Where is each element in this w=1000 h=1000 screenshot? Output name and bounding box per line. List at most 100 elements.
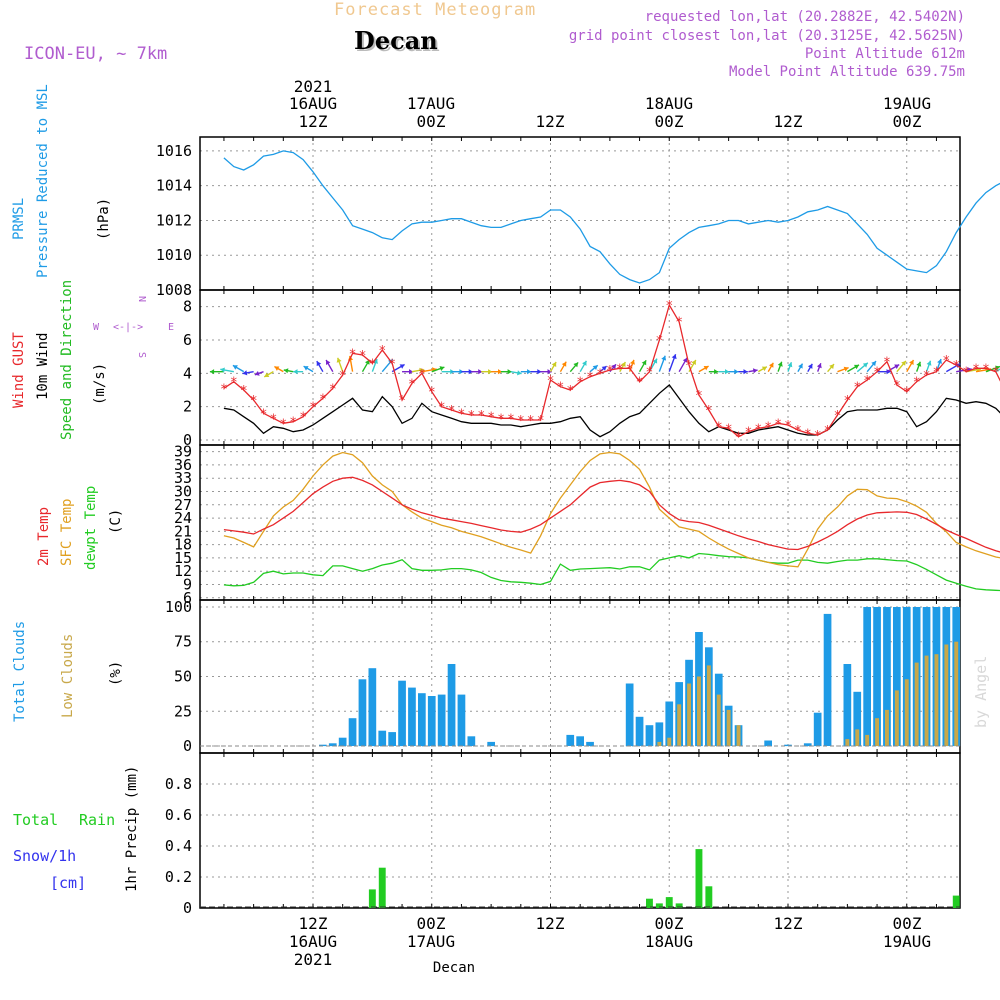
footer-label: Decan [433,960,475,976]
rain-bar [695,849,703,908]
gridpoint-coords: grid point closest lon,lat (20.3125E, 42… [568,28,965,44]
wind-dir-arrowhead [652,358,658,364]
low-cloud-bar [934,654,939,746]
total-cloud-bar [338,737,347,746]
total-rain-label: Total [13,811,58,829]
gust-marker: * [982,362,990,377]
wind-dir-arrowhead [725,369,730,375]
low-cloud-bar [736,725,741,747]
y-tick-label: 9 [183,576,192,594]
top-tick-line3: 00Z [417,112,446,131]
y-tick-label: 100 [165,598,192,616]
total-cloud-bar [655,722,664,746]
bottom-tick-line2: 19AUG [883,932,931,951]
gust-marker: * [319,392,327,407]
y-tick-label: 8 [183,298,192,316]
rain-bar [646,898,653,908]
total-cloud-bar [625,683,634,747]
point-altitude: Point Altitude 612m [804,46,965,62]
low-cloud-bar [885,709,889,747]
wind-dir-arrowhead [373,359,378,364]
wind-dir-arrowhead [871,361,876,367]
wind-dir-arrowhead [254,371,260,376]
low-cloud-bar [677,704,682,746]
model-altitude: Model Point Altitude 639.75m [728,64,965,80]
gust-marker: * [725,422,733,437]
compass-south: S [136,352,147,358]
wind-dir-arrowhead [798,363,803,369]
gust-marker: * [972,362,980,377]
top-tick-line2: 16AUG [289,94,337,113]
total-cloud-bar [853,691,862,746]
gust-marker: * [467,409,475,424]
bottom-tick-line1: 12Z [536,914,565,933]
gust-marker: * [952,359,960,374]
bottom-tick-line3: 2021 [294,950,333,969]
low-cloud-bar [894,690,899,746]
wind-dir-arrowhead [537,369,542,375]
gust-marker: * [695,389,703,404]
wind-dir-arrowhead [551,362,557,367]
y-tick-label: 75 [174,633,192,651]
gust-marker: * [853,381,861,396]
gust-marker: * [220,382,228,397]
total-cloud-bar [803,743,812,747]
temp-2m-line [223,476,1000,553]
total-cloud-bar [487,741,495,747]
gust-marker: * [626,362,634,377]
wind-dir-arrowhead [582,360,587,366]
rain-bar [368,889,376,908]
total-cloud-bar [427,696,436,747]
total-cloud-bar [358,679,367,747]
gust-marker: * [843,394,851,409]
compass-west: W [93,322,100,333]
rain-bar [378,867,386,908]
wind-dir-arrowhead [573,362,579,368]
gust-marker: * [507,412,515,427]
compass-arrow: <-|-> [113,322,143,333]
wind-dir-arrowhead [714,369,719,375]
wind-dir-arrowhead [293,369,298,375]
wind-dir-arrowhead [468,369,473,375]
gust-marker: * [388,357,396,372]
low-cloud-bar [657,741,662,747]
rain-label: Rain [79,811,115,829]
y-tick-label: 4 [183,364,192,382]
wind-dir-arrowhead [601,366,607,371]
wind-dir-arrowhead [769,362,774,368]
bottom-tick-line1: 12Z [299,914,328,933]
total-cloud-bar [863,607,871,747]
y-tick-label: 1012 [156,211,192,229]
gust-marker: * [675,316,683,331]
total-cloud-bar [319,744,327,747]
gust-marker: * [260,407,268,422]
low-cloud-bar [875,718,879,746]
low-cloud-bar [954,641,959,746]
gust-marker: * [537,414,545,429]
y-tick-label: 1010 [156,246,192,264]
gust-label: Wind GUST [11,332,27,408]
speed-dir-label: Speed and Direction [59,280,75,440]
total-cloud-bar [883,607,891,747]
total-cloud-bar [467,736,476,746]
y-tick-label: 25 [174,702,192,720]
gust-marker: * [794,424,802,439]
gust-marker: * [339,369,347,384]
y-tick-label: 0.8 [165,775,192,793]
gust-marker: * [715,421,723,436]
pressure-line [223,150,1000,284]
top-tick-line3: 00Z [655,112,684,131]
top-tick-line2: 19AUG [883,94,931,113]
wind-dir-arrowhead [547,369,552,375]
bottom-tick-line1: 12Z [774,914,803,933]
model-label: ICON-EU, ~ 7km [24,44,168,64]
gust-marker: * [477,409,485,424]
total-cloud-bar [843,664,852,747]
wind-dir-arrowhead [909,360,914,365]
wind-gust-line [223,303,1000,438]
percent-label: (%) [108,661,124,686]
wind-speed-line [223,384,1000,438]
bottom-tick-line2: 17AUG [407,932,455,951]
y-tick-label: 27 [174,496,192,514]
gust-marker: * [349,347,357,362]
